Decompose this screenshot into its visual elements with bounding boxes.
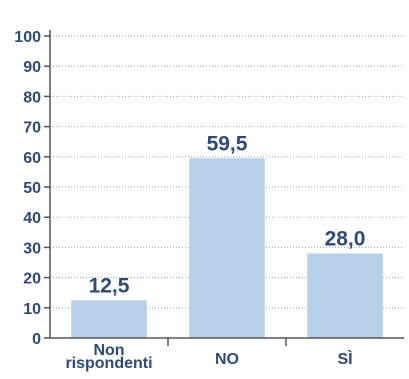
category-label-0-line-1: rispondenti bbox=[65, 355, 152, 372]
y-tick-label-40: 40 bbox=[23, 210, 41, 227]
data-label-2: 28,0 bbox=[325, 227, 366, 250]
y-tick-label-20: 20 bbox=[23, 271, 41, 288]
y-tick-label-50: 50 bbox=[23, 180, 41, 197]
category-label-2-line-0: SÌ bbox=[337, 349, 352, 368]
bar-2 bbox=[307, 253, 383, 338]
category-label-0-line-0: Non bbox=[93, 342, 124, 359]
y-tick-label-90: 90 bbox=[23, 59, 41, 76]
y-tick-label-60: 60 bbox=[23, 150, 41, 167]
bars bbox=[71, 158, 383, 338]
bar-1 bbox=[189, 158, 265, 338]
y-tick-label-10: 10 bbox=[23, 301, 41, 318]
category-label-1-line-0: NO bbox=[215, 351, 239, 368]
labels: 0 10 20 30 40 50 60 70 80 90 100 12,5 Nonrispondenti… bbox=[14, 29, 365, 372]
data-label-0: 12,5 bbox=[89, 274, 130, 297]
axes bbox=[44, 30, 404, 346]
y-tick-label-30: 30 bbox=[23, 240, 41, 257]
y-tick-label-100: 100 bbox=[14, 29, 41, 46]
y-tick-label-0: 0 bbox=[32, 331, 41, 348]
bar-0 bbox=[71, 300, 147, 338]
y-tick-label-70: 70 bbox=[23, 120, 41, 137]
y-tick-label-80: 80 bbox=[23, 89, 41, 106]
data-label-1: 59,5 bbox=[207, 132, 248, 155]
